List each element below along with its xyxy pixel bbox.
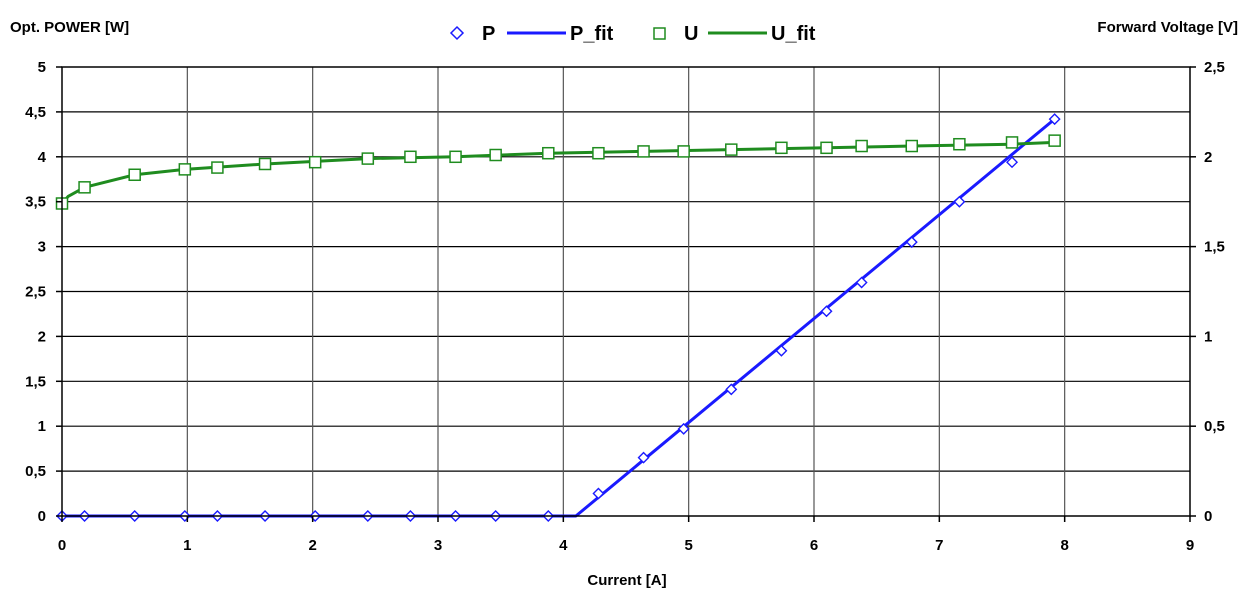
data-point-u — [361, 152, 375, 165]
data-point-u — [725, 143, 738, 156]
y2-tick-label: 2,5 — [1204, 59, 1225, 76]
data-point-u — [592, 146, 605, 160]
data-point-u — [953, 137, 966, 151]
data-point-u — [1005, 136, 1019, 149]
y-tick-label: 0,5 — [25, 463, 46, 480]
x-tick-label: 6 — [810, 537, 818, 554]
data-point-p — [677, 422, 690, 435]
y-tick-label: 5 — [38, 59, 46, 76]
y-tick-label: 1,5 — [25, 373, 46, 390]
y2-tick-label: 0 — [1204, 508, 1212, 525]
data-point-p — [1048, 113, 1061, 126]
data-point-u — [178, 163, 192, 176]
legend-marker-diamond-icon — [449, 25, 465, 41]
data-point-u — [905, 139, 919, 153]
x-tick-label: 8 — [1060, 537, 1068, 554]
data-point-u — [489, 148, 502, 162]
data-point-p — [637, 451, 650, 464]
data-point-u — [775, 141, 788, 155]
data-point-u — [542, 146, 555, 160]
legend: P P_fit U U_fit — [449, 23, 816, 45]
data-point-u — [258, 157, 272, 171]
data-point-p — [725, 383, 738, 396]
y2-tick-label: 1 — [1204, 328, 1212, 345]
y2-tick-label: 1,5 — [1204, 239, 1225, 256]
grid — [62, 67, 1190, 516]
x-tick-label: 9 — [1186, 537, 1194, 554]
y2-axis-title: Forward Voltage [V] — [1097, 19, 1238, 36]
legend-label-p-fit: P_fit — [570, 23, 614, 45]
legend-label-p: P — [482, 23, 495, 45]
y2-tick-label: 2 — [1204, 149, 1212, 166]
x-axis-title: Current [A] — [587, 572, 666, 589]
y-tick-label: 0 — [38, 508, 46, 525]
y-tick-label: 2,5 — [25, 284, 46, 301]
legend-label-u-fit: U_fit — [771, 23, 816, 45]
x-tick-label: 5 — [684, 537, 692, 554]
legend-label-u: U — [684, 23, 698, 45]
x-tick-label: 0 — [58, 537, 66, 554]
data-point-u — [637, 145, 650, 158]
data-point-u — [449, 150, 462, 164]
data-point-u — [1048, 134, 1061, 147]
data-point-p — [820, 305, 833, 318]
legend-marker-square-icon — [653, 27, 666, 40]
y2-tick-label: 0,5 — [1204, 418, 1225, 435]
y-axis-title: Opt. POWER [W] — [10, 19, 129, 36]
data-point-p — [905, 236, 918, 249]
y-tick-label: 1 — [38, 418, 46, 435]
data-point-u — [404, 150, 417, 164]
data-point-p — [855, 276, 868, 289]
data-point-p — [953, 195, 966, 208]
y-tick-label: 3,5 — [25, 194, 46, 211]
data-point-p — [775, 344, 788, 357]
data-point-u — [308, 155, 322, 169]
axes: 0 1 2 3 4 5 6 7 8 900,511,522,533,544,5500,511,52… — [25, 59, 1225, 554]
y-tick-label: 2 — [38, 328, 46, 345]
x-tick-label: 1 — [183, 537, 191, 554]
data-point-u — [211, 161, 224, 174]
data-point-u — [677, 145, 690, 158]
x-tick-label: 4 — [559, 537, 568, 554]
data-point-p — [1006, 156, 1019, 169]
data-point-u — [128, 168, 141, 182]
y-tick-label: 3 — [38, 239, 46, 256]
y-tick-label: 4 — [38, 149, 47, 166]
y-tick-label: 4,5 — [25, 104, 46, 121]
data-point-u — [78, 181, 91, 194]
data-point-u — [855, 139, 868, 153]
x-tick-label: 7 — [935, 537, 943, 554]
x-tick-label: 3 — [434, 537, 442, 554]
data-point-u — [820, 141, 833, 155]
x-tick-label: 2 — [308, 537, 316, 554]
data-point-p — [592, 487, 605, 500]
